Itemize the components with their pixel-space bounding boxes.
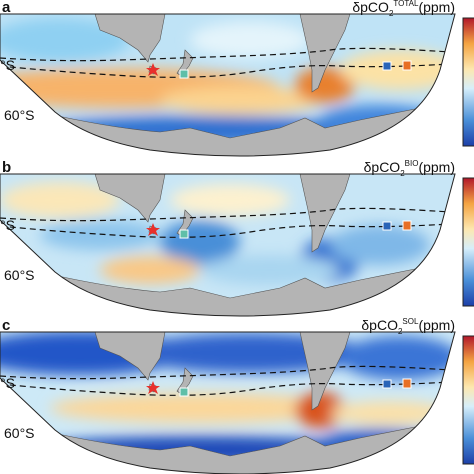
- station-square: [179, 69, 189, 79]
- lat-label: 60°S: [4, 107, 35, 123]
- lat-label: °S: [0, 375, 15, 391]
- front-line: [0, 207, 451, 222]
- colorbar: [462, 177, 474, 307]
- panel-label: a: [2, 0, 11, 16]
- anomaly-patch: [330, 225, 430, 265]
- lat-label: 60°S: [4, 425, 35, 441]
- panel: c °S 60°S δpCO2SOL(ppm): [0, 317, 474, 474]
- station-square: [382, 379, 392, 389]
- map-outline: [0, 13, 456, 157]
- lat-label: °S: [0, 57, 15, 73]
- anomaly-patch: [50, 393, 350, 423]
- station-square: [179, 387, 189, 397]
- station-square: [402, 60, 412, 71]
- colorbar: [462, 17, 474, 147]
- station-square: [382, 221, 392, 231]
- title-main: δpCO: [352, 0, 389, 15]
- station-square: [382, 61, 392, 71]
- station-star: [146, 381, 160, 394]
- front-line: [0, 63, 451, 78]
- title-sub: 2: [389, 9, 394, 18]
- anomaly-patch: [295, 67, 355, 103]
- anomaly-patch: [0, 182, 120, 218]
- title-unit: (ppm): [418, 0, 455, 15]
- station-square: [402, 220, 412, 231]
- title-main: δpCO: [361, 317, 398, 333]
- map: [0, 174, 455, 316]
- lat-label: 60°S: [4, 267, 35, 283]
- anomaly-patch: [0, 18, 130, 62]
- front-line: [0, 381, 451, 396]
- map: [0, 14, 455, 156]
- south-america: [299, 14, 351, 93]
- front-line: [0, 47, 451, 62]
- anomaly-patch: [190, 22, 310, 58]
- station-square: [179, 229, 189, 239]
- anomaly-patch: [160, 220, 240, 264]
- south-america: [299, 332, 351, 411]
- anomaly-patch: [330, 401, 450, 425]
- title-sub: 2: [398, 327, 403, 336]
- anomaly-patch: [340, 336, 455, 380]
- map-outline: [0, 173, 456, 317]
- panel-label: b: [2, 159, 11, 176]
- panel-title: δpCO2BIO(ppm): [364, 159, 455, 178]
- front-line: [0, 365, 451, 380]
- title-unit: (ppm): [418, 317, 455, 333]
- title-main: δpCO: [364, 159, 401, 175]
- title-sup: SOL: [402, 317, 419, 326]
- station-star: [146, 63, 160, 76]
- front-line: [0, 223, 451, 238]
- anomaly-patch: [160, 86, 320, 114]
- anomaly-patch: [100, 256, 200, 284]
- panel-label: c: [2, 317, 10, 334]
- title-sup: BIO: [405, 159, 419, 168]
- anomaly-patch: [340, 50, 455, 90]
- title-sup: TOTAL: [393, 0, 419, 8]
- anomaly-patch: [295, 392, 345, 428]
- title-sub: 2: [400, 169, 405, 178]
- map: [0, 332, 455, 474]
- station-square: [402, 378, 412, 389]
- lat-label: °S: [0, 217, 15, 233]
- australia: [94, 174, 166, 223]
- panel: a °S 60°S δpCO2TOTAL(ppm): [0, 0, 474, 157]
- south-america: [299, 174, 351, 253]
- panel-title: δpCO2TOTAL(ppm): [352, 0, 455, 18]
- panel-title: δpCO2SOL(ppm): [361, 317, 455, 336]
- anomaly-patch: [200, 255, 340, 285]
- station-star: [146, 223, 160, 236]
- title-unit: (ppm): [418, 159, 455, 175]
- anomaly-field: [0, 182, 430, 285]
- anomaly-patch: [40, 220, 160, 250]
- colorbar: [462, 335, 474, 465]
- panel: b °S 60°S δpCO2BIO(ppm): [0, 159, 474, 317]
- australia: [94, 14, 166, 63]
- australia: [94, 332, 166, 381]
- anomaly-patch: [170, 184, 290, 216]
